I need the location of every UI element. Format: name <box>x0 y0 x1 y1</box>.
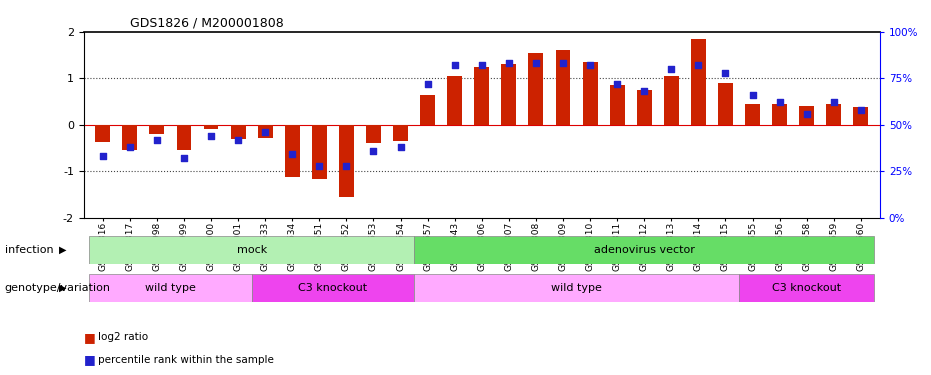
Point <box>637 88 652 94</box>
Text: infection: infection <box>5 245 53 255</box>
Bar <box>583 62 598 124</box>
Bar <box>95 124 110 142</box>
Text: ■: ■ <box>84 354 96 366</box>
Point <box>150 136 165 142</box>
Point <box>502 60 517 66</box>
Point <box>204 133 219 139</box>
Bar <box>150 124 165 134</box>
Bar <box>204 124 219 129</box>
Bar <box>827 104 842 125</box>
Bar <box>718 83 733 124</box>
Bar <box>393 124 408 141</box>
Point <box>447 62 462 68</box>
Point <box>393 144 408 150</box>
Point <box>854 107 869 113</box>
Bar <box>366 124 381 143</box>
Bar <box>122 124 137 150</box>
Point <box>339 162 354 168</box>
Text: wild type: wild type <box>145 283 196 293</box>
Point <box>772 99 787 105</box>
Bar <box>285 124 300 177</box>
Point <box>312 162 327 168</box>
Bar <box>89 274 251 302</box>
Bar <box>231 124 246 139</box>
Bar <box>691 39 706 125</box>
Point <box>474 62 490 68</box>
Point <box>122 144 137 150</box>
Bar <box>556 51 571 124</box>
Text: wild type: wild type <box>551 283 602 293</box>
Point <box>231 136 246 142</box>
Text: log2 ratio: log2 ratio <box>98 333 148 342</box>
Point <box>664 66 679 72</box>
Point <box>420 81 435 87</box>
Bar <box>739 274 874 302</box>
Bar <box>414 274 739 302</box>
Bar <box>420 94 435 124</box>
Bar <box>745 104 760 125</box>
Bar <box>251 274 414 302</box>
Bar <box>414 236 874 264</box>
Point <box>799 111 814 117</box>
Bar <box>312 124 327 180</box>
Point <box>827 99 842 105</box>
Bar <box>799 106 814 124</box>
Point <box>745 92 760 98</box>
Text: genotype/variation: genotype/variation <box>5 283 111 293</box>
Bar <box>637 90 652 124</box>
Point <box>610 81 625 87</box>
Point <box>285 152 300 157</box>
Point <box>583 62 598 68</box>
Bar <box>475 67 489 124</box>
Text: ▶: ▶ <box>59 245 66 255</box>
Bar <box>664 76 679 124</box>
Point <box>691 62 706 68</box>
Point <box>95 153 110 159</box>
Bar <box>89 236 414 264</box>
Bar <box>854 107 869 124</box>
Point <box>529 60 544 66</box>
Bar <box>447 76 462 124</box>
Text: ▶: ▶ <box>59 283 66 293</box>
Point <box>556 60 571 66</box>
Point <box>366 148 381 154</box>
Bar <box>610 85 625 124</box>
Point <box>718 70 733 76</box>
Text: adenovirus vector: adenovirus vector <box>594 245 695 255</box>
Text: GDS1826 / M200001808: GDS1826 / M200001808 <box>130 17 284 30</box>
Text: ■: ■ <box>84 331 96 344</box>
Text: mock: mock <box>236 245 267 255</box>
Bar <box>177 124 192 150</box>
Point <box>258 129 273 135</box>
Bar <box>258 124 273 138</box>
Bar <box>339 124 354 196</box>
Text: percentile rank within the sample: percentile rank within the sample <box>98 355 274 365</box>
Bar <box>502 64 517 125</box>
Text: C3 knockout: C3 knockout <box>772 283 842 293</box>
Text: C3 knockout: C3 knockout <box>298 283 368 293</box>
Point <box>177 155 192 161</box>
Bar <box>772 104 787 125</box>
Bar <box>529 53 544 124</box>
